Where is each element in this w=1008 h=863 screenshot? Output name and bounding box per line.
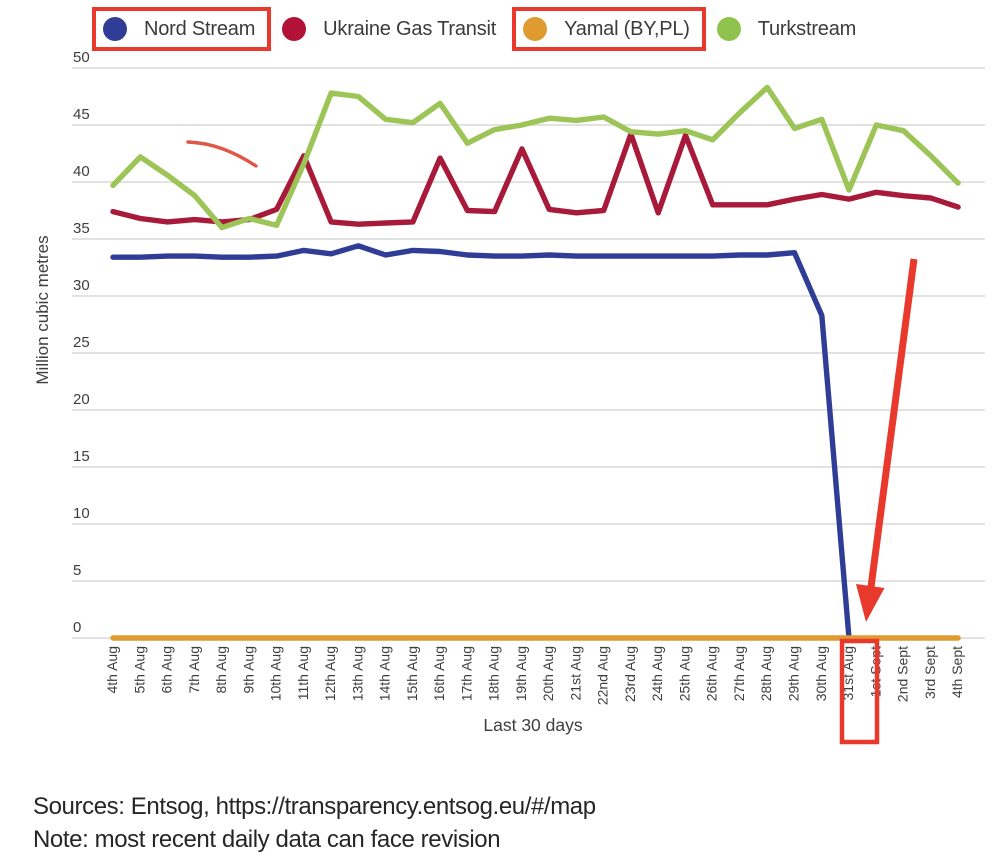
- chart-footer: Sources: Entsog, https://transparency.en…: [33, 791, 596, 856]
- y-tick-label-20: 20: [73, 391, 90, 408]
- red-arrow-head: [856, 584, 885, 622]
- red-curve-annotation: [186, 140, 258, 168]
- y-tick-label-40: 40: [73, 163, 90, 180]
- x-tick-label-2nd-sept: 2nd Sept: [895, 646, 911, 702]
- x-tick-label-30th-aug: 30th Aug: [813, 646, 829, 701]
- x-tick-label-3rd-sept: 3rd Sept: [922, 646, 938, 699]
- x-tick-label-27th-aug: 27th Aug: [731, 646, 747, 701]
- chart-area: 0 5 10 15 20 25 30 35 40 45 50 Million cubic metres…: [33, 49, 985, 745]
- y-tick-label-30: 30: [73, 277, 90, 294]
- legend-label-yamal: Yamal (BY,PL): [564, 17, 690, 40]
- turkstream-swatch-icon: [716, 17, 741, 41]
- x-tick-label-13th-aug: 13th Aug: [349, 646, 365, 701]
- y-tick-label-35: 35: [73, 220, 90, 237]
- y-tick-label-15: 15: [73, 448, 90, 465]
- chart-legend: Nord Stream Ukraine Gas Transit Yamal (B…: [92, 7, 872, 51]
- x-tick-label-28th-aug: 28th Aug: [758, 646, 774, 701]
- series-line-turkstream: [110, 84, 961, 231]
- sources-text: Sources: Entsog, https://transparency.en…: [33, 793, 596, 820]
- x-tick-label-16th-aug: 16th Aug: [431, 646, 447, 701]
- legend-item-turkstream: Turkstream: [706, 7, 872, 51]
- x-tick-label-10th-aug: 10th Aug: [268, 646, 284, 701]
- x-tick-label-14th-aug: 14th Aug: [377, 646, 393, 701]
- x-tick-label-9th-aug: 9th Aug: [240, 646, 256, 694]
- y-tick-label-10: 10: [73, 505, 90, 522]
- x-axis-title: Last 30 days: [483, 715, 582, 735]
- x-tick-label-4th-sept: 4th Sept: [949, 646, 965, 698]
- x-label-highlight-box: [839, 638, 880, 745]
- x-tick-label-25th-aug: 25th Aug: [677, 646, 693, 701]
- x-tick-label-19th-aug: 19th Aug: [513, 646, 529, 701]
- x-tick-label-18th-aug: 18th Aug: [486, 646, 502, 701]
- x-tick-label-4th-aug: 4th Aug: [104, 646, 120, 694]
- x-tick-label-6th-aug: 6th Aug: [159, 646, 175, 694]
- x-tick-label-29th-aug: 29th Aug: [786, 646, 802, 701]
- ukraine-gas-transit-swatch-icon: [282, 17, 307, 41]
- y-axis-title: Million cubic metres: [33, 235, 52, 384]
- legend-item-ukraine-gas-transit: Ukraine Gas Transit: [271, 7, 512, 51]
- yamal-swatch-icon: [523, 17, 548, 41]
- x-tick-label-21st-aug: 21st Aug: [567, 646, 583, 701]
- x-tick-label-17th-aug: 17th Aug: [458, 646, 474, 701]
- gas-flow-chart: 0 5 10 15 20 25 30 35 40 45 50 Million cubic metres…: [33, 49, 985, 745]
- y-tick-label-50: 50: [73, 49, 90, 66]
- legend-label-ukraine-gas-transit: Ukraine Gas Transit: [323, 17, 497, 40]
- y-tick-label-5: 5: [73, 562, 81, 579]
- red-arrow-line: [867, 258, 918, 588]
- x-tick-label-7th-aug: 7th Aug: [186, 646, 202, 694]
- x-tick-label-11th-aug: 11th Aug: [295, 646, 311, 700]
- x-tick-label-20th-aug: 20th Aug: [540, 646, 556, 701]
- x-tick-label-8th-aug: 8th Aug: [213, 646, 229, 694]
- y-tick-label-0: 0: [73, 619, 81, 636]
- y-tick-label-25: 25: [73, 334, 90, 351]
- x-tick-label-15th-aug: 15th Aug: [404, 646, 420, 701]
- x-tick-label-22nd-aug: 22nd Aug: [595, 646, 611, 705]
- legend-item-yamal: Yamal (BY,PL): [512, 7, 706, 51]
- x-tick-label-23rd-aug: 23rd Aug: [622, 646, 638, 702]
- x-tick-label-5th-aug: 5th Aug: [131, 646, 147, 694]
- note-text: Note: most recent daily data can face re…: [33, 825, 501, 853]
- x-tick-label-24th-aug: 24th Aug: [649, 646, 665, 701]
- nord-stream-swatch-icon: [103, 17, 127, 41]
- y-tick-label-45: 45: [73, 106, 90, 123]
- legend-label-nord-stream: Nord Stream: [144, 17, 256, 40]
- legend-label-turkstream: Turkstream: [757, 17, 857, 40]
- x-tick-label-12th-aug: 12th Aug: [322, 646, 338, 701]
- x-tick-label-26th-aug: 26th Aug: [704, 646, 720, 701]
- legend-item-nord-stream: Nord Stream: [92, 7, 272, 51]
- series-line-nord-stream: [110, 243, 852, 641]
